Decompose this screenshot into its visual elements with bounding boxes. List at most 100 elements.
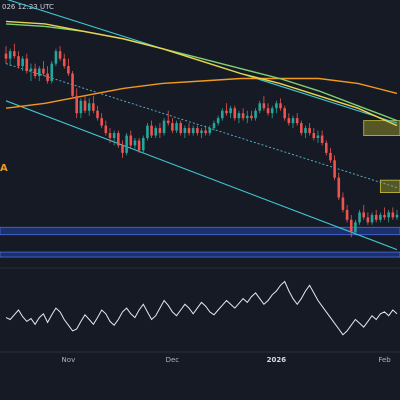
candle-body <box>270 108 274 114</box>
candle-body <box>29 68 33 72</box>
channel-lower-line <box>5 100 398 251</box>
candle-body <box>154 128 158 136</box>
candle-body <box>333 160 336 178</box>
candle-body <box>287 118 291 124</box>
candle-body <box>79 100 83 114</box>
candle-body <box>391 212 395 218</box>
candle-body <box>366 217 370 223</box>
candle-body <box>374 214 378 220</box>
ma-orange-line <box>5 77 398 109</box>
overlays-layer <box>5 0 398 251</box>
candle-body <box>171 123 174 131</box>
candle-body <box>50 63 54 81</box>
candle-body <box>21 58 24 67</box>
candle-body <box>362 212 366 218</box>
candle-body <box>262 103 266 109</box>
candle-body <box>387 212 390 218</box>
candle-body <box>183 128 187 134</box>
ma-yellow-line <box>5 20 398 127</box>
candle-body <box>67 66 70 74</box>
candle-body <box>37 68 41 76</box>
candle-body <box>221 110 224 119</box>
header-timestamp: 026 12:23 UTC <box>2 3 54 11</box>
candle-body <box>75 95 79 114</box>
x-axis: Nov Dec 2026 Feb <box>62 356 392 364</box>
ma-green-line <box>5 23 398 122</box>
candle-body <box>96 110 99 119</box>
candle-body <box>146 125 149 138</box>
candle-body <box>312 133 316 138</box>
candle-body <box>8 51 12 59</box>
x-tick-label: Dec <box>166 356 180 364</box>
candle-body <box>279 103 282 109</box>
candle-body <box>42 68 45 74</box>
x-tick-label: Feb <box>378 356 391 364</box>
candle-body <box>117 133 120 146</box>
candle-body <box>383 214 386 218</box>
fvg-zone-1 <box>379 179 400 193</box>
candle-body <box>250 115 253 119</box>
x-tick-label: 2026 <box>267 356 287 364</box>
candle-body <box>108 133 112 138</box>
candle-body <box>225 110 228 114</box>
candle-body <box>233 108 237 119</box>
candle-body <box>54 51 58 64</box>
candle-body <box>241 113 245 119</box>
candle-body <box>395 214 399 218</box>
candle-body <box>341 197 345 210</box>
candle-body <box>258 103 262 111</box>
candle-body <box>216 118 220 124</box>
candle-body <box>275 103 278 109</box>
candle-body <box>295 118 299 124</box>
candle-body <box>62 58 66 67</box>
channel-midline <box>5 63 398 189</box>
candle-body <box>329 152 332 161</box>
support-zone-2 <box>0 226 400 236</box>
candle-body <box>229 108 232 114</box>
candle-body <box>212 123 216 129</box>
candle-body <box>166 120 170 124</box>
candle-body <box>266 108 270 114</box>
candle-body <box>58 51 62 59</box>
candle-body <box>4 53 8 59</box>
candle-body <box>187 128 191 134</box>
candle-body <box>291 118 295 124</box>
rsi-line <box>5 280 398 336</box>
candle-body <box>237 113 241 119</box>
candle-body <box>112 133 116 138</box>
candle-body <box>125 135 128 153</box>
candle-body <box>13 51 16 57</box>
x-tick-label: Nov <box>62 356 76 364</box>
candle-body <box>33 68 37 76</box>
candle-body <box>349 219 353 233</box>
candle-body <box>17 56 20 67</box>
support-zone-3 <box>0 251 400 258</box>
candle-body <box>370 214 374 223</box>
candle-body <box>208 128 212 134</box>
candles-layer <box>4 43 399 238</box>
candle-body <box>150 125 153 136</box>
candle-body <box>204 130 207 134</box>
candle-body <box>283 108 286 119</box>
candle-body <box>71 73 74 96</box>
candle-body <box>158 128 162 134</box>
candle-body <box>308 128 311 134</box>
candle-body <box>129 135 133 146</box>
candle-body <box>141 138 145 151</box>
ma-label: A <box>0 163 8 174</box>
fvg-zone-0 <box>363 120 400 136</box>
candle-body <box>320 135 324 143</box>
candle-body <box>137 140 141 151</box>
candle-body <box>46 73 49 81</box>
candle-body <box>83 100 87 111</box>
candle-body <box>121 145 124 153</box>
candle-body <box>316 135 320 138</box>
candle-body <box>345 209 349 220</box>
candle-body <box>200 130 203 134</box>
candle-body <box>175 123 178 131</box>
candle-body <box>87 103 91 111</box>
candle-body <box>324 142 328 153</box>
candle-body <box>254 110 257 119</box>
